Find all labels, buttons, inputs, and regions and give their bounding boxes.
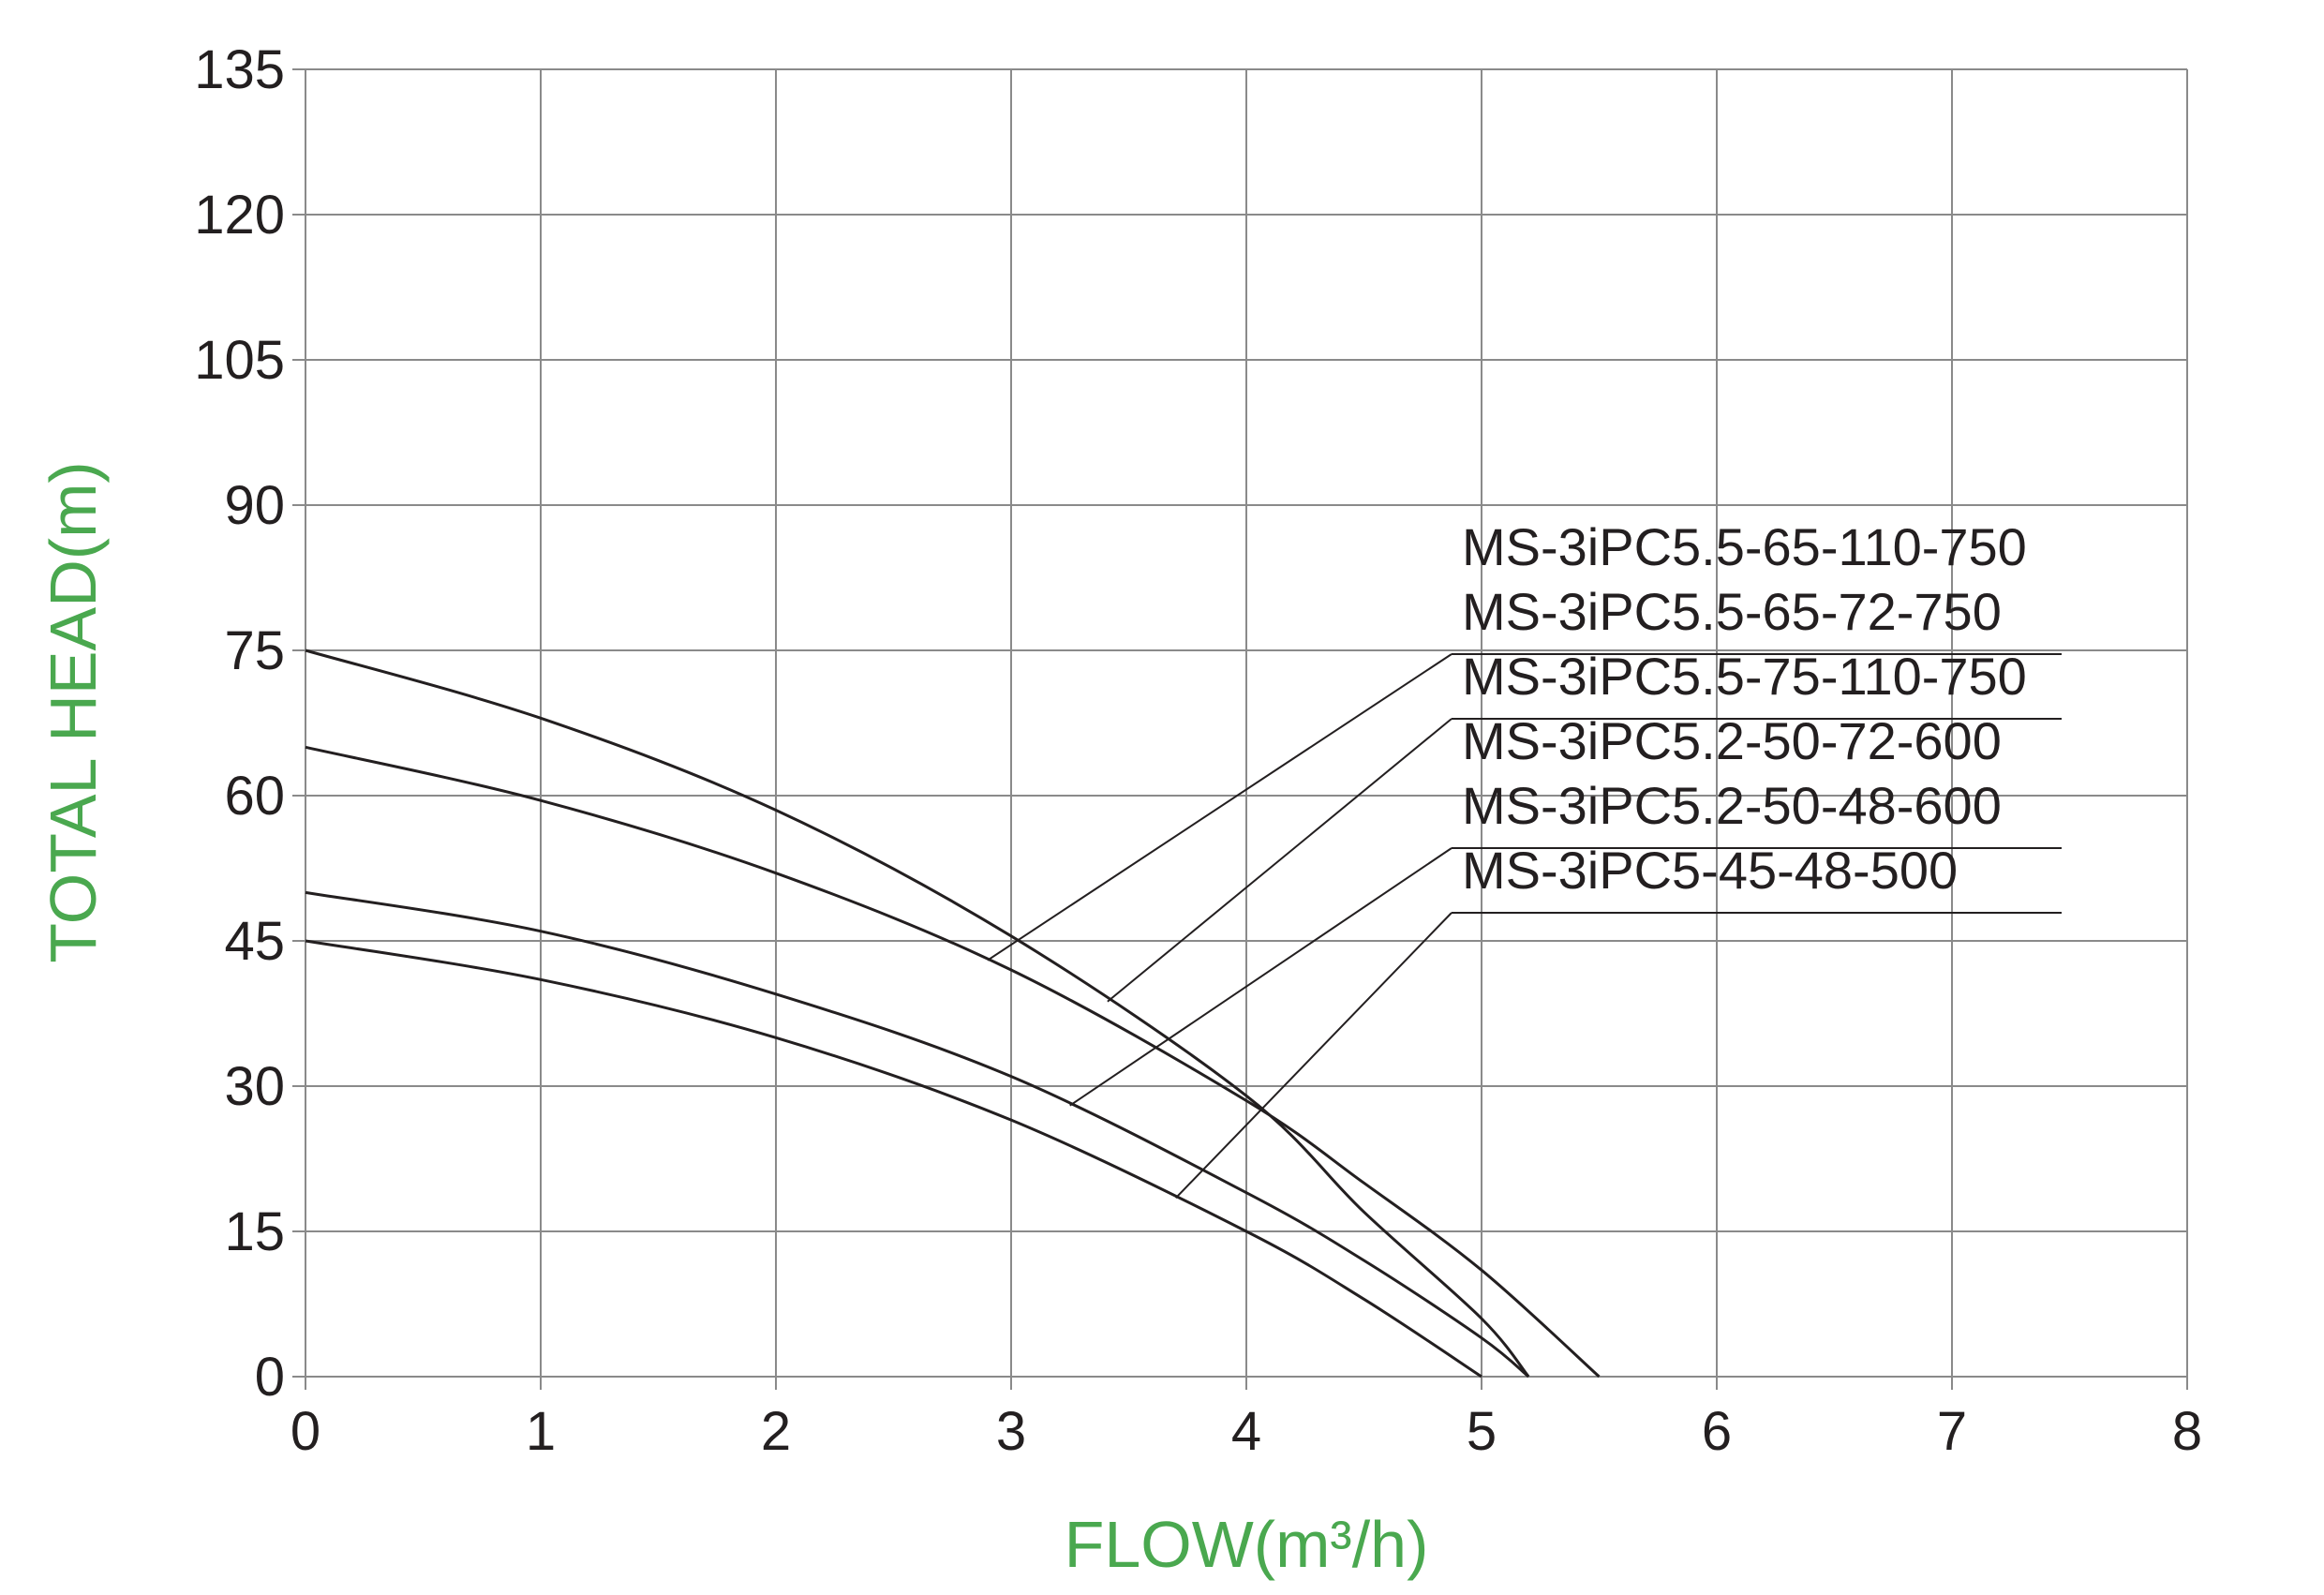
- x-tick-label: 1: [526, 1401, 556, 1462]
- x-tick-label: 8: [2172, 1401, 2202, 1462]
- curve: [305, 939, 1482, 1379]
- curve-label: MS-3iPC5.5-75-110-750: [1462, 647, 2027, 706]
- x-tick-label: 2: [761, 1401, 791, 1462]
- x-tick-label: 4: [1231, 1401, 1261, 1462]
- y-tick-label: 120: [194, 185, 285, 246]
- curve-label: MS-3iPC5.5-65-72-750: [1462, 582, 2002, 641]
- y-tick-label: 60: [224, 766, 285, 827]
- x-tick-label: 3: [996, 1401, 1026, 1462]
- leader-line: [1107, 718, 1452, 1003]
- x-tick-label: 0: [290, 1401, 320, 1462]
- y-tick-label: 75: [224, 620, 285, 681]
- x-tick-label: 7: [1937, 1401, 1967, 1462]
- curve-label: MS-3iPC5.5-65-110-750: [1462, 517, 2027, 576]
- x-axis-title: FLOW(m³/h): [1065, 1508, 1429, 1581]
- curve-label: MS-3iPC5.2-50-72-600: [1462, 711, 2002, 770]
- y-tick-label: 135: [194, 39, 285, 100]
- x-tick-label: 6: [1702, 1401, 1732, 1462]
- curve: [305, 745, 1601, 1379]
- y-tick-label: 45: [224, 911, 285, 972]
- curve: [305, 890, 1530, 1379]
- leader-line: [1174, 912, 1452, 1200]
- y-tick-label: 30: [224, 1056, 285, 1117]
- leader-line: [1069, 847, 1452, 1107]
- curve-label: MS-3iPC5.2-50-48-600: [1462, 776, 2002, 835]
- curve-label: MS-3iPC5-45-48-500: [1462, 841, 1958, 900]
- y-tick-label: 15: [224, 1201, 285, 1262]
- y-tick-label: 105: [194, 330, 285, 391]
- y-tick-label: 0: [255, 1347, 285, 1408]
- curve: [305, 648, 1530, 1378]
- y-axis-title: TOTAL HEAD(m): [37, 461, 110, 962]
- y-tick-label: 90: [224, 475, 285, 536]
- x-tick-label: 5: [1467, 1401, 1497, 1462]
- leader-line: [987, 653, 1452, 961]
